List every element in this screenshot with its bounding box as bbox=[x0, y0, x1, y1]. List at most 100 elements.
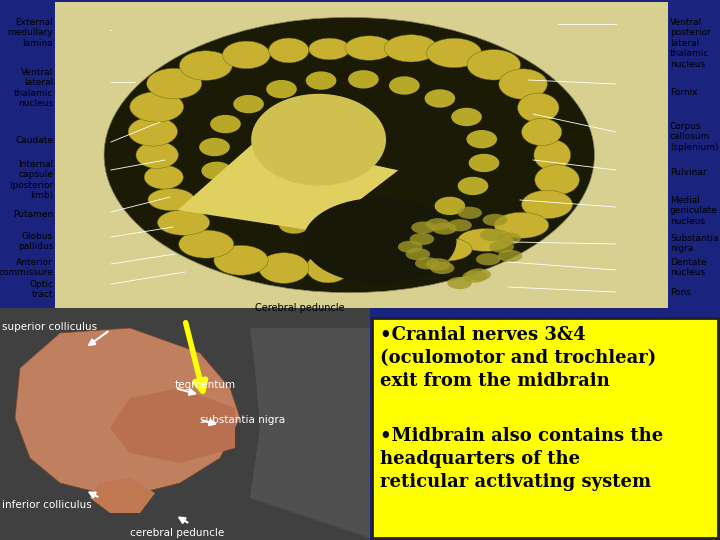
Ellipse shape bbox=[521, 190, 572, 219]
Ellipse shape bbox=[320, 221, 351, 240]
Ellipse shape bbox=[405, 248, 430, 260]
Ellipse shape bbox=[498, 250, 522, 262]
Ellipse shape bbox=[243, 202, 274, 221]
Ellipse shape bbox=[411, 221, 436, 234]
Text: External
medullary
lamina: External medullary lamina bbox=[7, 18, 53, 48]
Bar bbox=[0, 308, 370, 540]
Text: inferior colliculus: inferior colliculus bbox=[2, 500, 91, 510]
Text: Fornix: Fornix bbox=[670, 88, 698, 97]
Text: substantia nigra: substantia nigra bbox=[200, 415, 285, 425]
Ellipse shape bbox=[435, 197, 465, 215]
Ellipse shape bbox=[130, 92, 184, 122]
Ellipse shape bbox=[469, 154, 499, 172]
Ellipse shape bbox=[415, 257, 439, 269]
Ellipse shape bbox=[425, 89, 455, 107]
Ellipse shape bbox=[426, 38, 482, 68]
Text: Caudate: Caudate bbox=[15, 136, 53, 145]
Ellipse shape bbox=[490, 241, 514, 253]
Ellipse shape bbox=[233, 95, 264, 113]
Ellipse shape bbox=[202, 161, 232, 180]
Ellipse shape bbox=[309, 38, 350, 60]
Ellipse shape bbox=[258, 253, 309, 284]
Ellipse shape bbox=[351, 248, 388, 277]
Ellipse shape bbox=[521, 118, 562, 146]
Ellipse shape bbox=[402, 212, 432, 230]
Text: Substantia
nigra: Substantia nigra bbox=[670, 234, 719, 253]
Ellipse shape bbox=[306, 71, 336, 90]
Text: Putamen: Putamen bbox=[13, 210, 53, 219]
Ellipse shape bbox=[458, 177, 488, 195]
Ellipse shape bbox=[158, 210, 210, 235]
Ellipse shape bbox=[179, 51, 233, 80]
Text: Ventral
lateral
thalamic
nucleus: Ventral lateral thalamic nucleus bbox=[14, 68, 53, 108]
Ellipse shape bbox=[345, 36, 394, 60]
Ellipse shape bbox=[398, 241, 423, 253]
Text: Medial
geniculate
nucleus: Medial geniculate nucleus bbox=[670, 196, 718, 226]
Ellipse shape bbox=[467, 268, 491, 281]
Bar bbox=[55, 2, 668, 308]
Ellipse shape bbox=[389, 76, 420, 94]
Bar bbox=[372, 318, 718, 538]
Ellipse shape bbox=[467, 130, 497, 148]
Ellipse shape bbox=[199, 138, 230, 156]
Ellipse shape bbox=[430, 262, 454, 274]
Polygon shape bbox=[15, 328, 240, 493]
Ellipse shape bbox=[144, 165, 184, 189]
Ellipse shape bbox=[148, 188, 194, 211]
Polygon shape bbox=[250, 328, 370, 538]
Ellipse shape bbox=[251, 94, 386, 186]
Polygon shape bbox=[90, 478, 155, 513]
Ellipse shape bbox=[104, 17, 595, 293]
Text: Pulvinar: Pulvinar bbox=[670, 168, 706, 177]
Ellipse shape bbox=[458, 228, 513, 251]
Ellipse shape bbox=[447, 277, 472, 289]
Ellipse shape bbox=[384, 35, 438, 62]
Ellipse shape bbox=[518, 93, 559, 123]
Ellipse shape bbox=[426, 218, 450, 231]
Text: Internal
capsule
(posterior
limb): Internal capsule (posterior limb) bbox=[9, 160, 53, 200]
Ellipse shape bbox=[410, 233, 434, 245]
Text: Ventral
posterior
lateral
thalamic
nucleus: Ventral posterior lateral thalamic nucle… bbox=[670, 18, 711, 69]
Ellipse shape bbox=[348, 70, 379, 89]
Ellipse shape bbox=[426, 258, 451, 271]
Text: Optic
tract: Optic tract bbox=[29, 280, 53, 299]
Ellipse shape bbox=[179, 230, 234, 258]
Polygon shape bbox=[110, 388, 235, 463]
Ellipse shape bbox=[499, 69, 547, 99]
Ellipse shape bbox=[307, 253, 350, 283]
Text: Cerebral peduncle: Cerebral peduncle bbox=[255, 303, 345, 313]
Ellipse shape bbox=[362, 220, 392, 239]
Text: Corpus
callosum
(splenium): Corpus callosum (splenium) bbox=[670, 122, 719, 152]
Text: Anterior
commissure: Anterior commissure bbox=[0, 258, 53, 278]
Text: Pons: Pons bbox=[670, 288, 691, 297]
Ellipse shape bbox=[385, 243, 431, 269]
Text: superior colliculus: superior colliculus bbox=[2, 322, 97, 332]
Text: Globus
pallidus: Globus pallidus bbox=[18, 232, 53, 252]
Ellipse shape bbox=[206, 67, 492, 243]
Ellipse shape bbox=[210, 115, 240, 133]
Ellipse shape bbox=[447, 219, 472, 232]
Ellipse shape bbox=[476, 253, 500, 265]
Ellipse shape bbox=[182, 52, 516, 258]
Text: Dentate
nucleus: Dentate nucleus bbox=[670, 258, 706, 278]
Ellipse shape bbox=[128, 117, 178, 146]
Ellipse shape bbox=[303, 198, 456, 284]
Ellipse shape bbox=[136, 141, 179, 168]
Ellipse shape bbox=[217, 184, 247, 202]
Text: •Midbrain also contains the
headquarters of the
reticular activating system: •Midbrain also contains the headquarters… bbox=[380, 427, 663, 491]
Ellipse shape bbox=[432, 222, 456, 235]
Polygon shape bbox=[178, 140, 398, 232]
Text: •Cranial nerves 3&4
(oculomotor and trochlear)
exit from the midbrain: •Cranial nerves 3&4 (oculomotor and troc… bbox=[380, 326, 656, 390]
Ellipse shape bbox=[534, 140, 571, 170]
Text: tegmentum: tegmentum bbox=[175, 380, 236, 390]
Ellipse shape bbox=[457, 207, 482, 219]
Ellipse shape bbox=[266, 80, 297, 98]
Ellipse shape bbox=[420, 238, 472, 261]
Ellipse shape bbox=[462, 271, 487, 283]
Ellipse shape bbox=[269, 38, 309, 63]
Ellipse shape bbox=[467, 50, 521, 80]
Ellipse shape bbox=[451, 108, 482, 126]
Ellipse shape bbox=[482, 214, 508, 226]
Ellipse shape bbox=[279, 215, 310, 234]
Ellipse shape bbox=[535, 165, 580, 195]
